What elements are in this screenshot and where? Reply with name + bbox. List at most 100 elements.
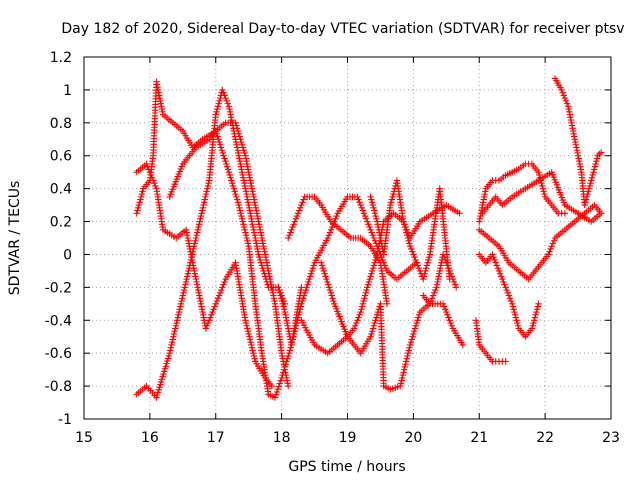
data-point (422, 267, 429, 275)
data-point (361, 292, 369, 299)
data-point (228, 177, 235, 184)
data-point (169, 336, 176, 343)
data-point (361, 295, 368, 302)
data-point (511, 311, 519, 318)
data-point (185, 267, 192, 275)
data-point (351, 322, 359, 329)
data-point (446, 267, 453, 275)
data-point (326, 286, 334, 294)
data-point (350, 325, 358, 332)
data-point (327, 289, 335, 297)
data-point (236, 204, 243, 212)
data-point (550, 237, 558, 244)
data-point (389, 193, 396, 201)
data-point (541, 190, 548, 198)
series-track-5 (275, 193, 420, 349)
data-point (215, 292, 223, 299)
data-point (538, 179, 545, 187)
data-point (369, 232, 376, 239)
data-point (227, 174, 234, 181)
data-point (411, 325, 419, 332)
data-point (432, 286, 439, 294)
data-point (239, 144, 247, 151)
data-point (511, 308, 518, 316)
data-point (427, 297, 435, 305)
data-point (182, 278, 190, 286)
data-point (293, 319, 300, 327)
series-track-3 (133, 160, 275, 390)
data-point (489, 251, 496, 258)
data-point (242, 317, 249, 324)
data-point (301, 289, 309, 297)
data-point (149, 177, 157, 184)
data-point (327, 226, 335, 233)
data-point (171, 328, 178, 335)
data-point (529, 322, 536, 329)
data-point (563, 100, 571, 107)
data-point (549, 240, 557, 247)
data-point (365, 221, 372, 228)
data-point (397, 382, 404, 390)
data-point (558, 86, 565, 94)
data-point (197, 212, 205, 220)
data-point (410, 251, 417, 258)
data-point (495, 267, 503, 275)
data-point (325, 284, 333, 291)
data-point (400, 218, 407, 225)
y-tick-label: 0.2 (50, 215, 72, 231)
data-point (360, 210, 368, 217)
data-point (370, 322, 378, 329)
data-point (452, 284, 460, 291)
data-point (205, 179, 212, 187)
data-point (286, 232, 293, 239)
data-point (358, 204, 365, 212)
data-point (492, 259, 499, 266)
data-point (425, 256, 432, 264)
data-point (139, 188, 146, 195)
data-point (220, 152, 227, 159)
data-point (415, 314, 422, 321)
data-point (363, 286, 370, 294)
data-point (500, 278, 507, 286)
data-point (232, 190, 239, 198)
data-point (197, 215, 204, 223)
data-point (411, 253, 418, 261)
data-point (203, 322, 211, 329)
data-point (440, 253, 448, 261)
data-point (413, 319, 420, 327)
data-point (533, 308, 540, 316)
data-point (373, 215, 380, 223)
data-point (404, 234, 412, 242)
data-point (278, 297, 286, 305)
data-point (443, 259, 450, 266)
data-point (215, 100, 222, 107)
data-point (220, 89, 227, 96)
data-point (387, 201, 394, 209)
data-point (324, 234, 331, 242)
data-point (372, 317, 379, 324)
data-point (510, 306, 517, 313)
data-point (366, 223, 373, 231)
data-point (358, 306, 365, 313)
data-point (289, 336, 297, 343)
y-tick-label: 1 (63, 83, 72, 99)
data-point (321, 270, 328, 277)
data-point (203, 188, 210, 195)
data-point (413, 259, 420, 266)
data-point (412, 322, 420, 329)
data-point (528, 325, 536, 332)
data-point (592, 160, 599, 168)
data-point (431, 289, 438, 297)
data-point (307, 270, 315, 277)
data-point (582, 196, 590, 203)
data-point (440, 303, 448, 310)
data-point (398, 377, 405, 384)
data-point (535, 168, 542, 176)
data-point (204, 185, 211, 192)
data-point (173, 319, 180, 327)
data-point (308, 267, 316, 275)
data-point (287, 344, 294, 351)
y-tick-label: -0.2 (45, 280, 72, 296)
data-point (445, 314, 452, 321)
data-point (404, 349, 412, 357)
